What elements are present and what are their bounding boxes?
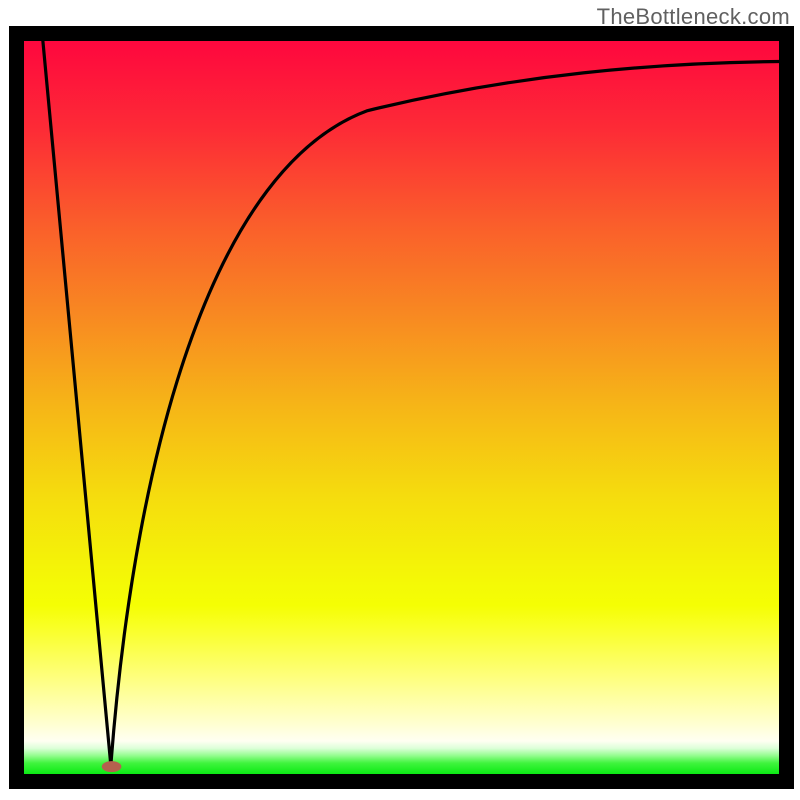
plot-svg [24, 41, 779, 774]
plot-area [24, 41, 779, 774]
gradient-background [24, 41, 779, 774]
chart-container: TheBottleneck.com [0, 0, 800, 800]
optimal-point-marker [102, 761, 122, 772]
